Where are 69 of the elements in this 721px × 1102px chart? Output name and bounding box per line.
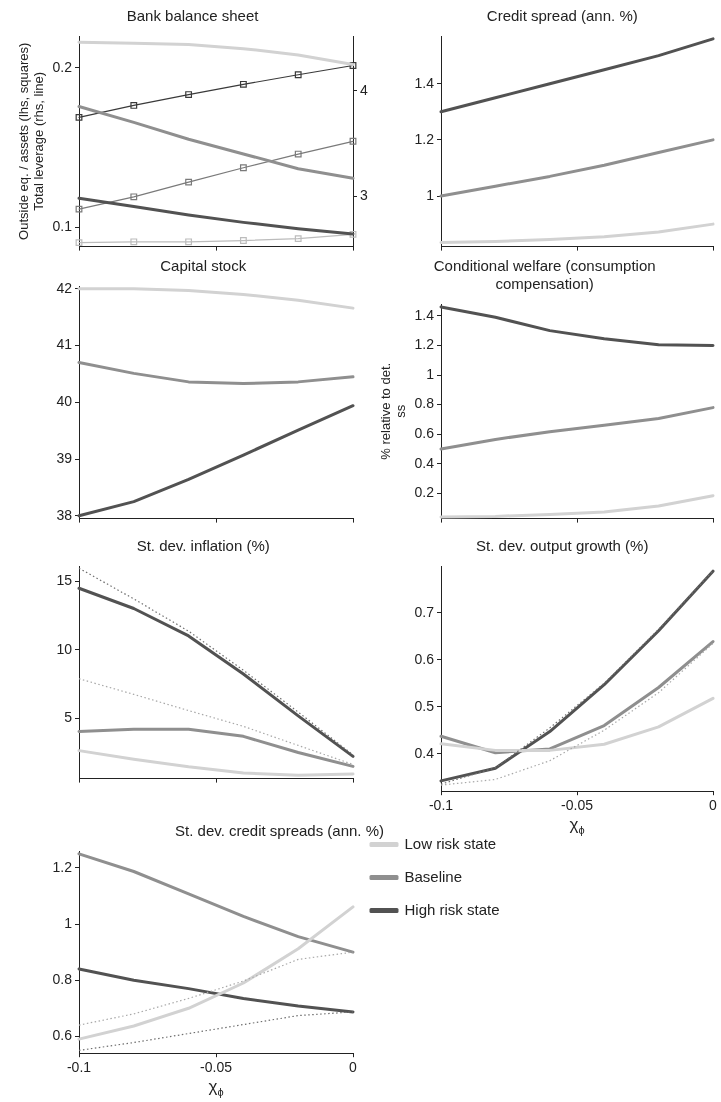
- y-tick-label: 0.5: [414, 697, 435, 714]
- y-tick-label: 0.8: [52, 971, 73, 988]
- point: [130, 193, 138, 201]
- point: [130, 101, 138, 109]
- point: [75, 113, 83, 121]
- y-tick-label: 0.2: [52, 58, 73, 75]
- x-tick-label: 0: [709, 797, 718, 814]
- y-tick-label: 41: [56, 336, 73, 353]
- y-tick-label: 39: [56, 449, 73, 466]
- y-tick-label: 0.6: [414, 650, 435, 667]
- legend-label: Baseline: [404, 867, 463, 885]
- y-tick-label: 0.1: [52, 218, 73, 235]
- point: [239, 164, 247, 172]
- y-tick-label: 0.6: [52, 1027, 73, 1044]
- y-tick-label: 0.7: [414, 603, 435, 620]
- point: [185, 91, 193, 98]
- y-tick-label: 1: [426, 186, 435, 203]
- legend-label: High risk state: [404, 900, 500, 918]
- point: [185, 238, 193, 246]
- y-tick-label: 42: [56, 279, 73, 296]
- y2-tick-label: 3: [360, 186, 368, 203]
- x-tick-label: -0.1: [66, 1059, 92, 1076]
- y-tick-label: 0.8: [414, 395, 435, 412]
- y-tick-label: 1.2: [414, 336, 435, 353]
- y-tick-label: 40: [56, 393, 73, 410]
- y-tick-label: 0.4: [414, 744, 435, 761]
- x-tick-label: -0.1: [428, 797, 454, 814]
- x-tick-label: 0: [349, 1059, 358, 1076]
- y-tick-label: 0.6: [414, 425, 435, 442]
- y-tick-label: 1: [426, 365, 435, 382]
- y-axis-title: Outside eq. / assets (lhs, squares) Total leverage (rhs, line): [15, 42, 47, 240]
- point: [294, 71, 302, 79]
- point: [294, 150, 302, 158]
- point: [349, 230, 357, 238]
- y-axis-title: % relative to det. ss: [377, 362, 409, 460]
- y-tick-label: 0.4: [414, 454, 435, 471]
- y-tick-label: 1.4: [414, 74, 435, 91]
- y-tick-label: 0.2: [414, 484, 435, 501]
- x-tick-label: -0.05: [561, 797, 594, 814]
- chart-title: St. dev. inflation (%): [136, 537, 270, 555]
- point: [349, 137, 357, 145]
- chart-title: Bank balance sheet: [126, 7, 260, 25]
- point: [185, 178, 193, 186]
- chart-title: St. dev. credit spreads (ann. %): [175, 822, 385, 840]
- y-tick-label: 1: [64, 914, 73, 931]
- point: [349, 62, 357, 69]
- point: [239, 80, 247, 88]
- y-tick-label: 5: [64, 709, 73, 726]
- point: [75, 205, 83, 213]
- x-tick-label: -0.05: [200, 1059, 233, 1076]
- y-tick-label: 1.2: [414, 130, 435, 147]
- legend-label: Low risk state: [404, 834, 497, 852]
- point: [130, 238, 138, 246]
- y2-tick-label: 4: [360, 81, 368, 98]
- point: [239, 237, 247, 244]
- line-series: [78, 951, 354, 1026]
- chart-title: St. dev. output growth (%): [476, 537, 649, 555]
- point: [75, 239, 83, 247]
- y-tick-label: 38: [56, 506, 73, 523]
- y-tick-label: 15: [56, 571, 73, 588]
- y-tick-label: 1.4: [414, 306, 435, 323]
- chart-title: Credit spread (ann. %): [486, 7, 638, 25]
- line-series: [440, 642, 714, 786]
- y-tick-label: 10: [56, 640, 73, 657]
- chart-title: Capital stock: [160, 257, 247, 275]
- line-series: [78, 678, 354, 766]
- point: [294, 235, 302, 243]
- y-tick-label: 1.2: [52, 858, 73, 875]
- chart-title: Conditional welfare (consumption compensation): [433, 257, 656, 293]
